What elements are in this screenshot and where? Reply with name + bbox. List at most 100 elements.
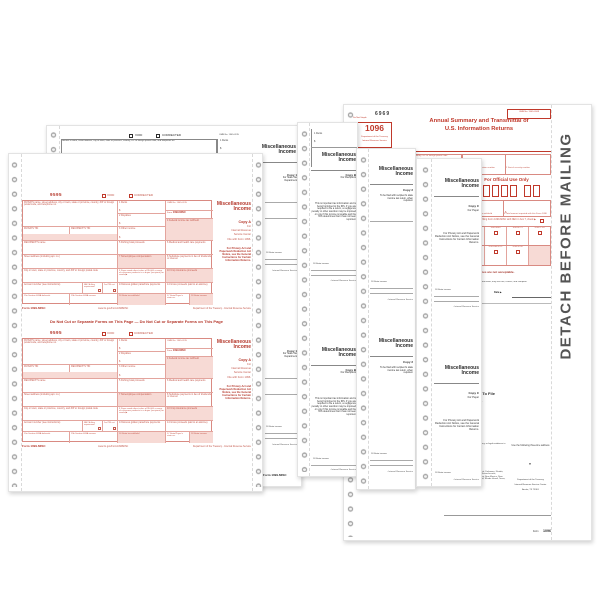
footer-fragment: Internal Revenue Service xyxy=(272,270,297,272)
austin-address-line2: Internal Revenue Service Center xyxy=(514,484,547,486)
box13-parachute: 13 Excess golden parachute payments xyxy=(118,421,166,432)
privacy-act-notice: For Privacy Act and Paperwork Reduction … xyxy=(435,232,479,244)
dollar-sign: $ xyxy=(505,211,507,215)
box15b: 15b Section 409A income xyxy=(70,432,118,443)
do-not-cut-line: Do Not Cut or Separate Forms on This Pag… xyxy=(22,319,251,324)
tin2-label: 2nd TIN not. xyxy=(104,283,115,286)
copyB-sub: For Recipient xyxy=(340,371,356,375)
box9-direct-sales: 9 Payer made direct sales of $5,000 or m… xyxy=(118,269,166,283)
footer-rule xyxy=(444,515,551,516)
tin2-label: 2nd TIN not. xyxy=(104,421,115,424)
official-box-6 xyxy=(510,185,517,197)
form-1096-title-line1: Annual Summary and Transmittal of xyxy=(429,118,529,124)
box15a: 15a Section 409A deferrals xyxy=(23,294,70,305)
dollar-sign: $ xyxy=(119,360,121,364)
form-number-cell: Form 1099-MISC xyxy=(166,349,213,357)
rule-fragment xyxy=(370,465,413,466)
date-rule xyxy=(512,297,551,298)
do-not-staple-label: Do Not Staple xyxy=(353,117,367,119)
ssn-cell: 2 Social security number xyxy=(506,154,551,175)
copyA-for: For xyxy=(247,225,251,228)
sheet-copyC-payer: Miscellaneous Income Copy C For Payer Fo… xyxy=(416,158,482,487)
misc-income-title: Miscellaneous Income xyxy=(444,178,479,190)
box18-label: 18 State income xyxy=(371,281,387,283)
copyA-line1: Internal Revenue xyxy=(231,229,251,232)
nec-checkbox xyxy=(540,219,544,223)
privacy-act-notice: For Privacy Act and Paperwork Reduction … xyxy=(219,247,251,262)
sheet-copyA-red: 9595 VOID CORRECTED PAYER'S name, street… xyxy=(8,153,263,492)
box2-label: 2 Royalties xyxy=(119,352,131,355)
box10-crop: 10 Crop insurance proceeds xyxy=(166,269,213,283)
void-label: VOID xyxy=(107,192,115,197)
void-checkbox xyxy=(129,134,133,138)
grid-label: 1099-B 79 xyxy=(512,227,523,229)
header-rule xyxy=(352,151,551,152)
recipient-notice-paragraph: This is important tax information and is… xyxy=(311,202,356,222)
copyC-label: Copy C xyxy=(468,204,480,208)
misc-income-title-lower: Miscellaneous Income xyxy=(378,338,413,350)
box3-label: 3 Other income xyxy=(119,227,136,230)
nec-arrow: ▶ xyxy=(534,218,536,221)
perforation-left xyxy=(21,154,22,491)
box18-state-income: 18 State income xyxy=(190,294,213,305)
dollar-sign: $ xyxy=(119,209,121,213)
box3-label: 3 Other income xyxy=(119,365,136,368)
form-1099misc-copyA-lower: 9595 VOID CORRECTED PAYER'S name, street… xyxy=(22,330,251,456)
void-checkbox xyxy=(102,332,106,336)
box3-other-income: 3 Other income $ xyxy=(118,227,166,241)
official-box-5 xyxy=(501,185,508,197)
pinfeed-holes-left xyxy=(359,153,368,485)
title-underline xyxy=(370,184,413,185)
form-1096-footer: Form 1096 xyxy=(504,519,551,537)
privacy-act-notice: For Privacy Act and Paperwork Reduction … xyxy=(219,385,251,400)
recipient-name-cell: RECIPIENT'S name xyxy=(23,241,118,255)
rule-fragment xyxy=(370,460,413,461)
copyC-label-lower: Copy C xyxy=(468,391,480,395)
form-code-6969: 6969 xyxy=(375,111,391,117)
pinfeed-holes-right xyxy=(254,158,263,487)
payer-name-cell: PAYER'S name, street address, city or to… xyxy=(23,201,118,227)
box6-medical: 6 Medical and health care payments xyxy=(166,379,213,393)
box18-label-lower: 18 State income xyxy=(435,472,451,474)
title-underline xyxy=(434,196,479,197)
box14-attorney: 14 Gross proceeds paid to an attorney xyxy=(166,421,213,432)
box18-label: 18 State income xyxy=(313,263,329,265)
tin2-cell: 2nd TIN not. xyxy=(103,421,118,432)
copyA-line3: File with Form 1096. xyxy=(227,376,252,379)
box4-fed-tax: 4 Federal income tax withheld xyxy=(166,357,213,379)
austin-address-line1: Department of the Treasury xyxy=(517,479,544,481)
misc-income-title-lower: Miscellaneous Income xyxy=(444,365,479,377)
tin2-cell: 2nd TIN not. xyxy=(103,283,118,294)
copyB-sub: For Recipient xyxy=(340,176,356,180)
omb-cell: OMB No. 1545-0115 xyxy=(166,339,213,349)
grid-label: 1099-R 98 xyxy=(512,246,523,248)
footer-fragment-lower: Internal Revenue Service xyxy=(272,444,297,446)
grid-checkbox xyxy=(493,231,498,236)
grid-label: 1099-A 80 xyxy=(490,227,501,229)
box5-fishing: 5 Fishing boat proceeds xyxy=(118,379,166,393)
copy1-label: Copy 1 xyxy=(286,349,297,353)
box1-rents: 1 Rents $ xyxy=(118,339,166,352)
copyC-sub: For Payer xyxy=(467,209,479,212)
perforation-right xyxy=(252,154,253,491)
footer-department: Department of the Treasury - Internal Re… xyxy=(192,306,251,310)
title-underline xyxy=(263,162,297,163)
grid-checkbox xyxy=(515,250,520,255)
pinfeed-holes-left xyxy=(300,127,309,472)
grid-cell: 1099-PATR 97 xyxy=(485,246,507,265)
ssn-label: 2 Social security number xyxy=(506,167,530,169)
rule-fragment xyxy=(265,394,297,395)
rule-fragment xyxy=(370,288,413,289)
grid-cell-blank xyxy=(529,246,550,265)
box17-state-no: 17 State/Payer's state no. xyxy=(166,294,190,305)
tin-shaded-band xyxy=(23,234,117,240)
copyA-line3: File with Form 1096. xyxy=(227,238,252,241)
void-label: VOID xyxy=(107,330,115,335)
grid-label: 1099-C 85 xyxy=(534,227,545,229)
box-line-fragment xyxy=(311,147,357,148)
box2-royalties: 2 Royalties $ xyxy=(118,352,166,365)
box18-label-lower: 18 State income xyxy=(313,458,329,460)
box14-attorney: 14 Gross proceeds paid to an attorney xyxy=(166,283,213,294)
omb-number: OMB No. 1545-0115 xyxy=(219,134,239,136)
copyB-designation-lower: Copy B For Recipient xyxy=(310,368,356,375)
